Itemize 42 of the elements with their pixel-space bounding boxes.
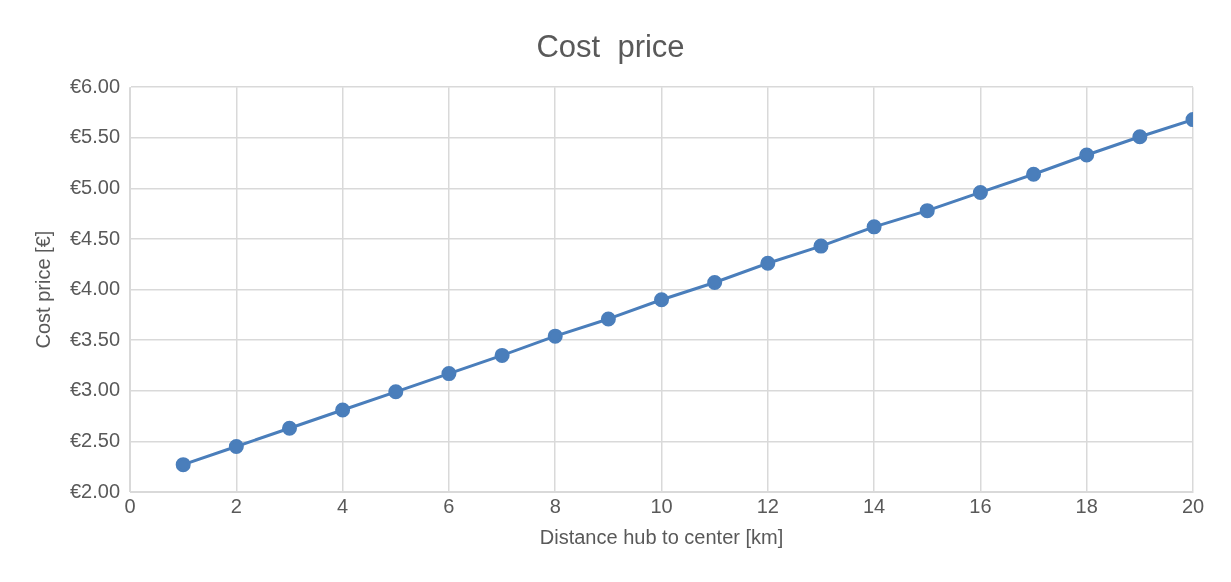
point xyxy=(1026,166,1042,182)
x-tick-label: 10 xyxy=(650,494,673,517)
y-tick-label: €3.50 xyxy=(69,327,121,350)
y-tick-label: €5.00 xyxy=(69,175,121,198)
x-tick-label: 6 xyxy=(443,494,455,517)
y-tick-label: €5.50 xyxy=(69,125,121,148)
x-tick-label: 14 xyxy=(862,494,886,517)
point xyxy=(175,457,191,473)
point xyxy=(335,402,351,418)
y-axis-title: Cost price [€] xyxy=(31,230,54,349)
point xyxy=(494,347,510,363)
chart-title: Cost price xyxy=(536,29,685,65)
point xyxy=(813,238,829,254)
point xyxy=(972,184,988,200)
x-tick-label: 18 xyxy=(1075,494,1098,517)
x-tick-label: 2 xyxy=(230,494,242,517)
y-tick-label: €4.50 xyxy=(69,226,121,249)
x-tick-label: 4 xyxy=(337,494,349,517)
x-tick-label: 8 xyxy=(549,494,561,517)
point xyxy=(600,311,616,327)
point xyxy=(388,384,404,400)
point xyxy=(228,438,244,454)
point xyxy=(441,366,457,382)
point xyxy=(654,292,670,308)
point xyxy=(1079,147,1095,163)
x-tick-label: 16 xyxy=(969,494,992,517)
x-axis-title: Distance hub to center [km] xyxy=(539,525,784,548)
y-tick-label: €2.00 xyxy=(69,479,121,502)
point xyxy=(919,203,935,219)
x-tick-label: 20 xyxy=(1181,494,1205,517)
point xyxy=(547,328,563,344)
point xyxy=(1132,129,1148,145)
point xyxy=(760,255,776,271)
y-tick-label: €4.00 xyxy=(69,277,121,300)
y-tick-label: €6.00 xyxy=(69,74,121,97)
y-tick-label: €2.50 xyxy=(69,428,121,451)
point xyxy=(281,420,297,436)
point xyxy=(707,275,723,291)
y-tick-label: €3.00 xyxy=(69,378,121,401)
x-tick-label: 0 xyxy=(124,494,136,517)
x-tick-label: 12 xyxy=(756,494,779,517)
point xyxy=(866,219,882,235)
